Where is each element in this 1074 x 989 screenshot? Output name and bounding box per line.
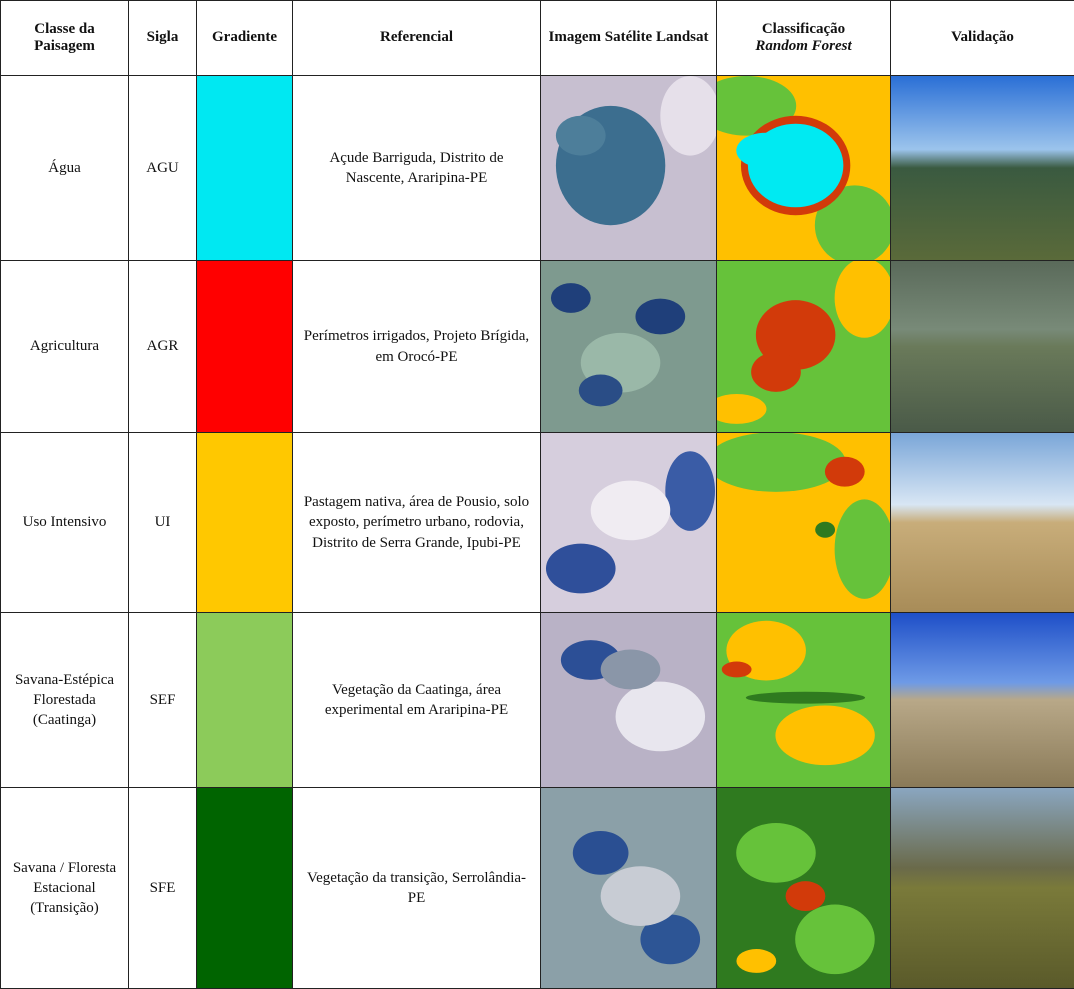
validation-cell <box>891 433 1074 613</box>
image-patch <box>546 544 616 594</box>
image-patch <box>551 283 591 313</box>
image-patch <box>815 522 835 538</box>
image-patch <box>795 905 875 975</box>
gradient-swatch <box>197 76 293 261</box>
header-emphasis: Random Forest <box>755 38 851 54</box>
image-patch <box>616 682 705 752</box>
header-cell: Referencial <box>293 1 541 76</box>
classification-cell <box>717 788 891 989</box>
photo <box>891 613 1074 787</box>
header-cell: Validação <box>891 1 1074 76</box>
photo <box>891 788 1074 988</box>
header-cell: Imagem Satélite Landsat <box>541 1 717 76</box>
referencial-cell: Perímetros irrigados, Projeto Brígida, e… <box>293 261 541 433</box>
satellite-cell <box>541 261 717 433</box>
sigla-cell: AGU <box>129 76 197 261</box>
image <box>541 613 716 787</box>
image-patch <box>736 133 796 169</box>
validation-cell <box>891 261 1074 433</box>
satellite-cell <box>541 433 717 613</box>
classification-cell <box>717 261 891 433</box>
classification-cell <box>717 76 891 261</box>
photo-bg <box>891 788 1074 988</box>
satellite-cell <box>541 76 717 261</box>
image <box>717 261 890 432</box>
photo-bg <box>891 613 1074 787</box>
image-patch <box>591 481 671 541</box>
image-patch <box>722 662 752 678</box>
image-patch <box>775 706 874 766</box>
image-patch <box>825 457 865 487</box>
header-cell: Sigla <box>129 1 197 76</box>
gradient-swatch <box>197 433 293 613</box>
photo <box>891 76 1074 260</box>
gradient-swatch <box>197 261 293 433</box>
image-patch <box>579 375 623 407</box>
image <box>541 76 716 260</box>
photo <box>891 433 1074 612</box>
header-row: Classe da Paisagem Sigla Gradiente Refer… <box>1 1 1074 76</box>
classe-cell: Savana-Estépica Florestada (Caatinga) <box>1 613 129 788</box>
referencial-cell: Vegetação da Caatinga, área experimental… <box>293 613 541 788</box>
image <box>717 433 890 612</box>
image <box>541 433 716 612</box>
image-patch <box>736 949 776 973</box>
header-cell: Gradiente <box>197 1 293 76</box>
header-cell: Classe da Paisagem <box>1 1 129 76</box>
referencial-cell: Pastagem nativa, área de Pousio, solo ex… <box>293 433 541 613</box>
satellite-cell <box>541 788 717 989</box>
validation-cell <box>891 76 1074 261</box>
image-patch <box>601 866 681 926</box>
table-row: Savana-Estépica Florestada (Caatinga)SEF… <box>1 613 1074 788</box>
image <box>717 788 890 988</box>
table-row: Savana / Floresta Estacional (Transição)… <box>1 788 1074 989</box>
classe-cell: Uso Intensivo <box>1 433 129 613</box>
image-patch <box>751 352 801 392</box>
sigla-cell: SEF <box>129 613 197 788</box>
classification-cell <box>717 433 891 613</box>
image-patch <box>635 299 685 335</box>
validation-cell <box>891 788 1074 989</box>
photo-bg <box>891 261 1074 432</box>
image <box>541 261 716 432</box>
classe-cell: Savana / Floresta Estacional (Transição) <box>1 788 129 989</box>
image-patch <box>665 451 715 531</box>
image-patch <box>573 831 629 875</box>
photo-bg <box>891 433 1074 612</box>
classe-cell: Água <box>1 76 129 261</box>
sigla-cell: UI <box>129 433 197 613</box>
classe-cell: Agricultura <box>1 261 129 433</box>
gradient-swatch <box>197 613 293 788</box>
validation-cell <box>891 613 1074 788</box>
image <box>717 76 890 260</box>
classification-cell <box>717 613 891 788</box>
header-text: Classificação <box>762 21 845 37</box>
image-patch <box>786 881 826 911</box>
referencial-cell: Açude Barriguda, Distrito de Nascente, A… <box>293 76 541 261</box>
satellite-cell <box>541 613 717 788</box>
photo <box>891 261 1074 432</box>
image <box>541 788 716 988</box>
image <box>717 613 890 787</box>
referencial-cell: Vegetação da transição, Serrolândia-PE <box>293 788 541 989</box>
image-patch <box>736 823 816 883</box>
sigla-cell: SFE <box>129 788 197 989</box>
photo-bg <box>891 76 1074 260</box>
image-patch <box>556 116 606 156</box>
image-patch <box>746 692 865 704</box>
sigla-cell: AGR <box>129 261 197 433</box>
image-patch <box>601 650 661 690</box>
gradient-swatch <box>197 788 293 989</box>
